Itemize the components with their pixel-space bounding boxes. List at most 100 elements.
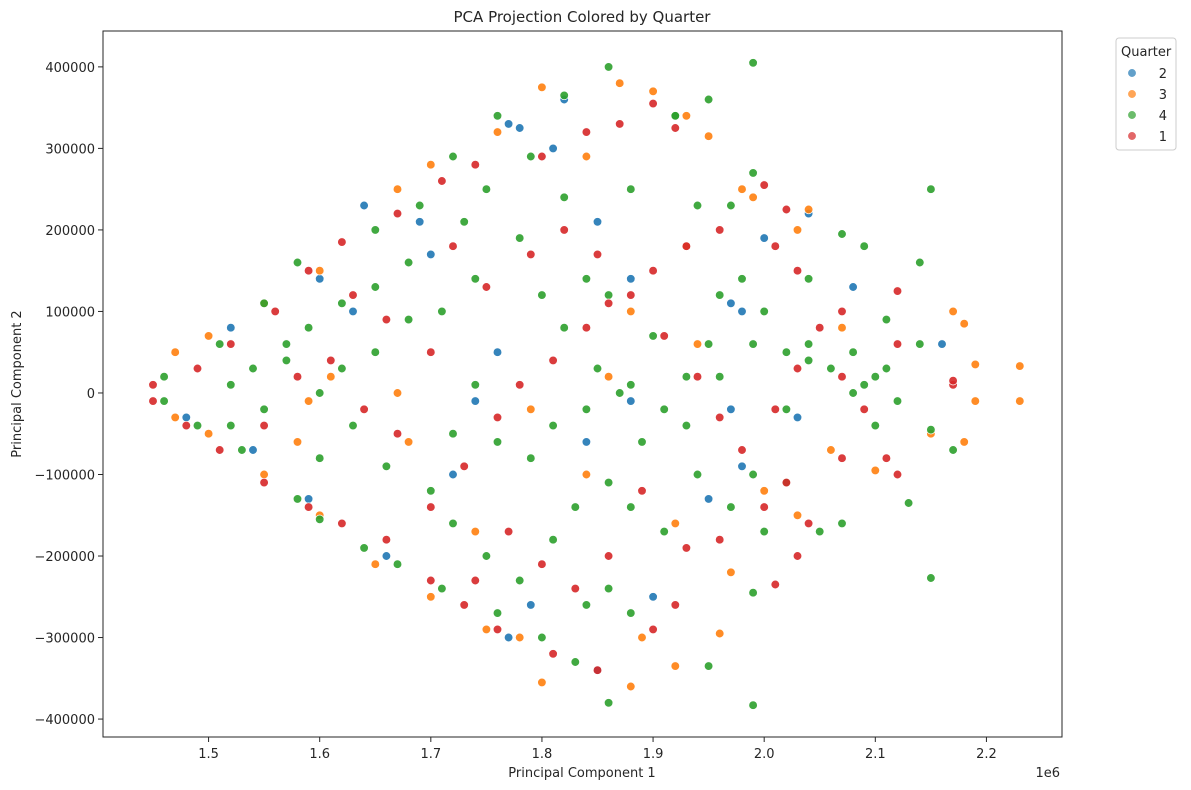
data-point — [259, 420, 269, 431]
data-point — [315, 274, 325, 284]
data-point — [259, 404, 269, 414]
data-point — [426, 160, 436, 170]
data-point — [392, 559, 403, 569]
data-point — [515, 380, 525, 390]
data-point — [581, 600, 592, 610]
data-point — [226, 380, 236, 390]
data-point — [403, 314, 414, 325]
data-point — [592, 217, 603, 227]
data-point — [448, 151, 458, 162]
data-point — [526, 600, 536, 610]
data-point — [859, 380, 869, 390]
data-point — [848, 282, 858, 292]
data-point — [337, 237, 347, 247]
data-point — [681, 420, 692, 431]
data-point — [970, 359, 980, 370]
data-point — [748, 469, 758, 480]
data-point — [559, 323, 569, 333]
data-point — [626, 290, 636, 300]
data-point — [715, 628, 725, 639]
data-point — [759, 502, 769, 512]
data-point — [915, 257, 925, 268]
data-point — [803, 355, 814, 366]
data-point — [948, 445, 958, 455]
data-point — [648, 98, 658, 109]
data-point — [570, 502, 580, 512]
data-point — [603, 477, 614, 488]
data-point — [748, 588, 758, 598]
data-point — [881, 453, 892, 463]
legend-label: 1 — [1159, 130, 1167, 145]
data-point — [381, 535, 392, 545]
data-point — [437, 176, 447, 186]
points-layer — [148, 58, 1025, 710]
data-point — [581, 151, 592, 162]
data-point — [448, 429, 458, 439]
y-tick-label: 200000 — [45, 224, 95, 239]
data-point — [303, 323, 314, 333]
data-point — [648, 331, 658, 341]
data-point — [603, 290, 614, 300]
data-point — [326, 355, 336, 366]
data-point — [870, 465, 880, 476]
data-point — [837, 229, 847, 239]
data-point — [226, 323, 236, 333]
data-point — [737, 306, 747, 317]
data-point — [381, 461, 392, 471]
data-point — [215, 445, 225, 455]
legend-marker — [1127, 89, 1137, 99]
data-point — [437, 583, 447, 594]
data-point — [237, 445, 247, 455]
data-point — [503, 632, 514, 643]
data-point — [581, 127, 592, 137]
data-point — [748, 192, 758, 202]
data-point — [726, 404, 736, 414]
y-axis-label: Principal Component 2 — [10, 310, 25, 457]
data-point — [259, 469, 269, 480]
data-point — [626, 380, 636, 390]
data-point — [492, 608, 503, 618]
data-point — [837, 453, 847, 463]
data-point — [592, 363, 603, 374]
series-2 — [181, 94, 947, 675]
data-point — [181, 420, 191, 431]
data-point — [303, 494, 314, 504]
data-point — [592, 665, 603, 675]
data-point — [459, 217, 469, 227]
data-point — [615, 78, 625, 88]
data-point — [503, 119, 514, 129]
data-point — [581, 404, 592, 414]
data-point — [948, 376, 958, 386]
data-point — [303, 266, 314, 276]
data-point — [426, 502, 436, 512]
data-point — [926, 573, 936, 583]
data-point — [392, 388, 403, 398]
data-point — [626, 184, 636, 194]
data-point — [415, 200, 425, 211]
legend-label: 3 — [1159, 88, 1167, 103]
data-point — [481, 282, 492, 292]
data-point — [359, 404, 369, 414]
data-point — [292, 437, 303, 447]
data-point — [492, 111, 503, 121]
x-tick-label: 1.8 — [532, 747, 553, 762]
data-point — [459, 600, 469, 610]
data-point — [703, 339, 714, 349]
data-point — [870, 372, 880, 382]
data-point — [426, 575, 436, 586]
data-point — [703, 661, 714, 671]
data-point — [970, 396, 980, 406]
data-point — [826, 445, 836, 455]
x-axis-label: Principal Component 1 — [508, 766, 655, 781]
data-point — [748, 58, 758, 68]
legend-entry: 3 — [1127, 88, 1167, 103]
data-point — [603, 298, 614, 308]
data-point — [848, 388, 858, 398]
legend-entry: 2 — [1127, 67, 1167, 82]
data-point — [492, 347, 503, 357]
data-point — [759, 306, 769, 317]
chart-title: PCA Projection Colored by Quarter — [454, 8, 712, 26]
data-point — [481, 551, 492, 561]
data-point — [603, 698, 614, 708]
